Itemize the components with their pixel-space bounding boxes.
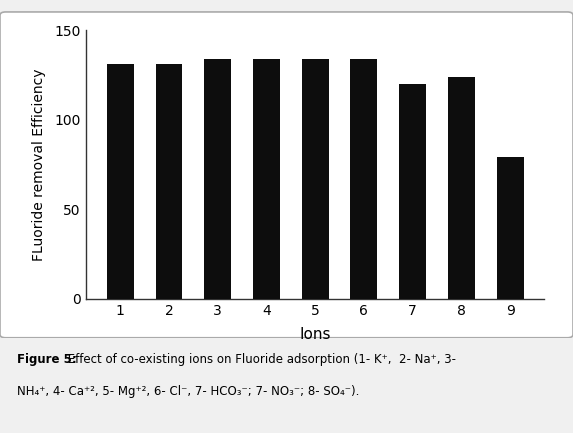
Bar [302, 59, 328, 299]
Text: Figure 5:: Figure 5: [17, 353, 77, 366]
Text: Effect of co-existing ions on Fluoride adsorption (1- K⁺,  2- Na⁺, 3-: Effect of co-existing ions on Fluoride a… [64, 353, 456, 366]
FancyBboxPatch shape [0, 12, 573, 338]
Bar [155, 65, 182, 299]
Bar [204, 59, 231, 299]
Bar [497, 157, 524, 299]
Bar [107, 65, 134, 299]
Bar [448, 77, 475, 299]
Bar [399, 84, 426, 299]
Bar [351, 59, 377, 299]
Text: NH₄⁺, 4- Ca⁺², 5- Mg⁺², 6- Cl⁻, 7- HCO₃⁻; 7- NO₃⁻; 8- SO₄⁻).: NH₄⁺, 4- Ca⁺², 5- Mg⁺², 6- Cl⁻, 7- HCO₃⁻… [17, 385, 360, 398]
X-axis label: Ions: Ions [300, 326, 331, 342]
Y-axis label: FLuoride removal Efficiency: FLuoride removal Efficiency [32, 68, 46, 261]
Bar [253, 59, 280, 299]
